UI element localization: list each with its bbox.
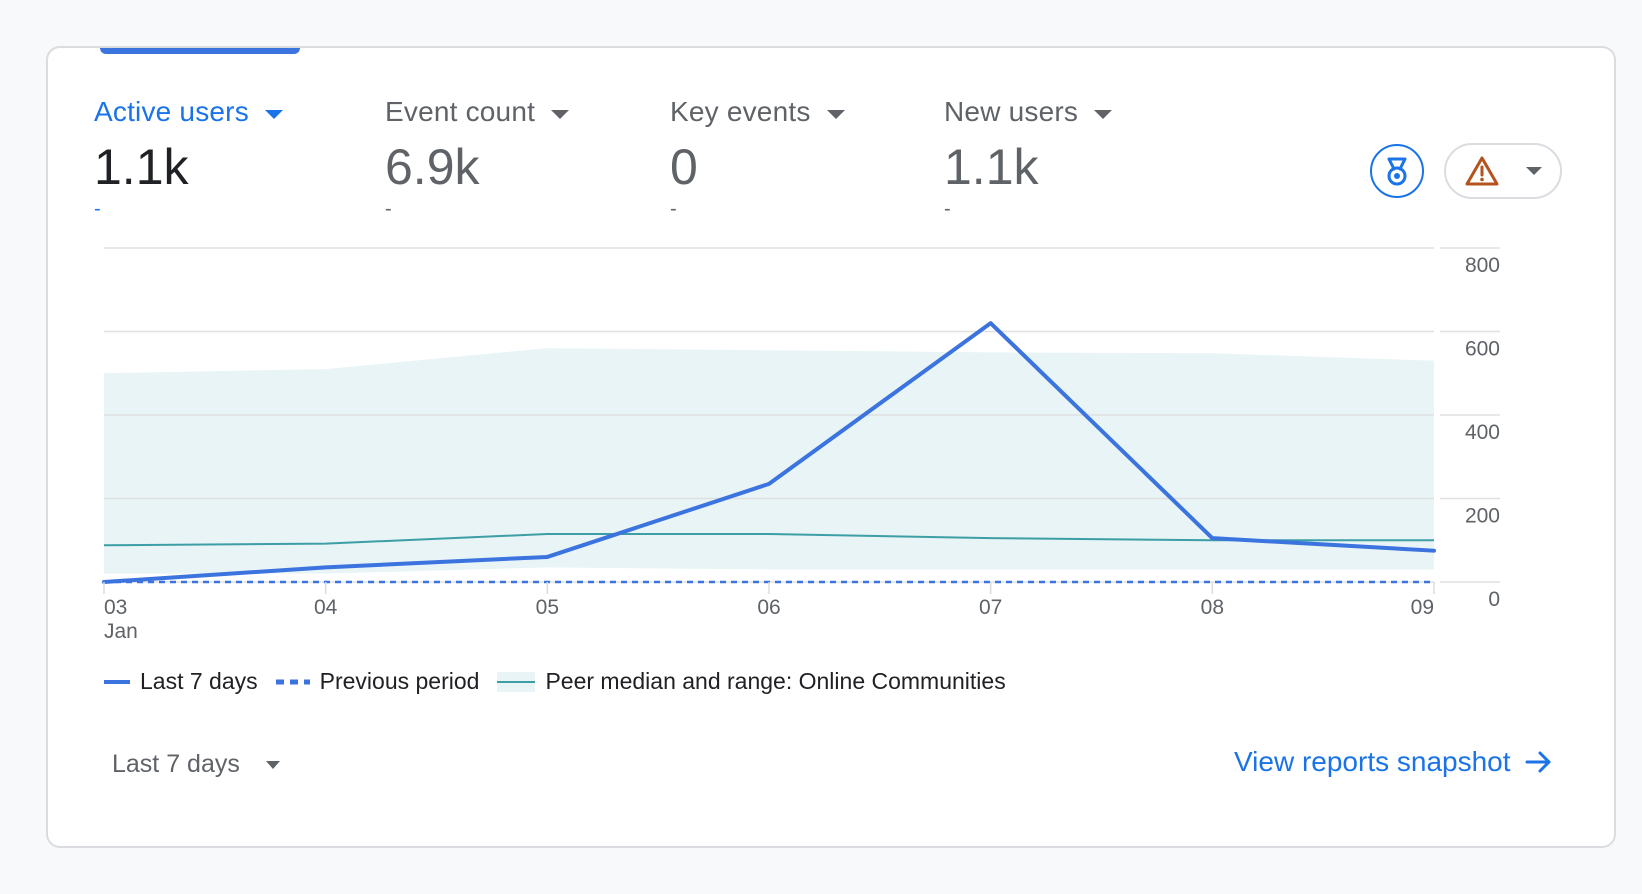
- metric-label: New users: [944, 96, 1079, 127]
- date-range-label: Last 7 days: [112, 750, 240, 778]
- snapshot-link-label: View reports snapshot: [1234, 746, 1511, 777]
- last-7-days-line: [102, 321, 1436, 584]
- range-swatch: [497, 671, 536, 692]
- metric-tab-key-events[interactable]: Key events 0 -: [670, 96, 845, 220]
- arrow-right-icon: [1525, 751, 1551, 773]
- metric-change: -: [385, 198, 392, 220]
- x-tick-label: 03: [104, 596, 127, 619]
- metric-change: -: [94, 198, 101, 220]
- metric-label: Event count: [385, 96, 536, 127]
- metric-tab-new-users[interactable]: New users 1.1k -: [944, 96, 1113, 220]
- metric-tab-active-users[interactable]: Active users 1.1k -: [94, 96, 283, 220]
- chevron-down-icon[interactable]: [826, 109, 845, 119]
- date-range-dropdown[interactable]: Last 7 days: [112, 750, 280, 779]
- y-tick-label: 200: [1465, 505, 1500, 528]
- dashed-line-swatch: [275, 679, 310, 684]
- chevron-down-icon[interactable]: [264, 109, 283, 119]
- active-tab-indicator: [100, 48, 300, 54]
- data-quality-warning-button[interactable]: [1444, 143, 1562, 199]
- y-tick-label: 0: [1488, 588, 1500, 611]
- line-chart: 800 600 400 200 0 03 04 05 06 07 08 09 Jan: [102, 247, 1500, 643]
- solid-line-swatch: [104, 679, 130, 684]
- metric-tab-event-count[interactable]: Event count 6.9k -: [385, 96, 570, 220]
- chevron-down-icon[interactable]: [1094, 109, 1113, 119]
- legend-item-previous-period[interactable]: Previous period: [275, 668, 480, 695]
- legend-item-peer[interactable]: Peer median and range: Online Communitie…: [497, 668, 1006, 695]
- x-tick-label: 07: [979, 596, 1002, 619]
- peer-range-band: [104, 348, 1434, 574]
- x-tick-label: 04: [314, 596, 338, 619]
- benchmark-badge-button[interactable]: [1370, 144, 1424, 198]
- metric-label: Key events: [670, 96, 811, 127]
- metric-value: 0: [670, 139, 698, 195]
- y-tick-label: 800: [1465, 254, 1500, 277]
- x-tick-label: 05: [536, 596, 559, 619]
- y-tick-label: 600: [1465, 338, 1500, 361]
- chevron-down-icon: [265, 760, 280, 769]
- x-tick-sublabel: Jan: [104, 620, 138, 643]
- chevron-down-icon: [1526, 167, 1542, 175]
- chart-legend: Last 7 days Previous period Peer median …: [104, 668, 1024, 695]
- x-tick-label: 09: [1411, 596, 1434, 619]
- medal-badge-icon: [1387, 157, 1407, 186]
- metric-change: -: [944, 198, 951, 220]
- metric-value: 6.9k: [385, 139, 480, 195]
- x-tick-label: 08: [1201, 596, 1224, 619]
- overview-card: Active users 1.1k - Event count 6.9k - K…: [46, 46, 1616, 848]
- view-reports-snapshot-link[interactable]: View reports snapshot: [1234, 746, 1553, 778]
- x-tick-label: 06: [757, 596, 780, 619]
- y-tick-label: 400: [1465, 421, 1500, 444]
- chevron-down-icon[interactable]: [551, 109, 570, 119]
- metric-label: Active users: [94, 96, 249, 127]
- legend-label: Last 7 days: [140, 668, 258, 694]
- metric-value: 1.1k: [94, 139, 189, 195]
- metric-change: -: [670, 198, 677, 220]
- legend-label: Peer median and range: Online Communitie…: [545, 668, 1006, 694]
- legend-label: Previous period: [319, 668, 480, 694]
- legend-item-last-7-days[interactable]: Last 7 days: [104, 668, 258, 695]
- peer-median-line: [103, 532, 1434, 547]
- metric-value: 1.1k: [944, 139, 1039, 195]
- warning-triangle-icon: [1465, 156, 1499, 186]
